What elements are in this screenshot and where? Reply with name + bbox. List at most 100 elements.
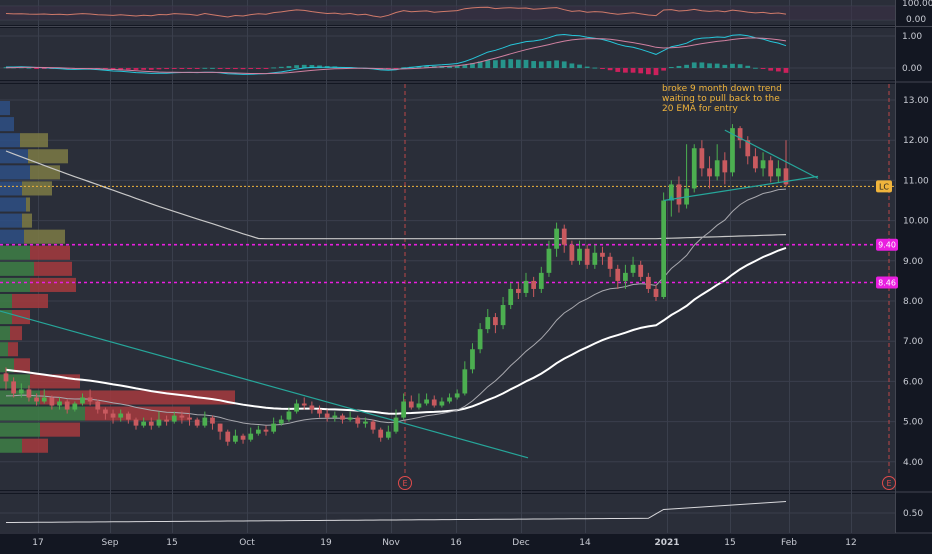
earnings-marker-label: E xyxy=(402,479,407,488)
volume-profile-bar xyxy=(0,277,30,292)
candle-body xyxy=(49,397,55,406)
macd-histogram-bar xyxy=(393,68,399,69)
level-badge xyxy=(876,276,898,289)
candle-body xyxy=(370,421,376,430)
candle-body xyxy=(508,288,514,306)
price-tick-label: 12.00 xyxy=(903,136,929,146)
candle-body xyxy=(340,415,345,420)
time-axis-label: Nov xyxy=(382,538,400,548)
macd-histogram-bar xyxy=(760,68,766,69)
earnings-marker[interactable]: E xyxy=(398,476,412,490)
candle-body xyxy=(447,397,452,402)
candle-body xyxy=(80,397,85,404)
candle-body xyxy=(416,403,422,408)
rsi-line xyxy=(5,6,787,18)
candle-body xyxy=(630,264,636,273)
macd-histogram-bar xyxy=(278,66,284,68)
macd-histogram-bar xyxy=(676,65,682,68)
time-axis-label: 17 xyxy=(32,538,43,548)
time-axis-label: 2021 xyxy=(654,538,679,548)
candle-body xyxy=(11,381,17,394)
macd-histogram-bar xyxy=(133,68,139,70)
candle-body xyxy=(707,168,712,177)
macd-histogram-bar xyxy=(714,63,720,68)
macd-histogram-bar xyxy=(707,63,712,68)
macd-histogram-bar xyxy=(753,67,758,69)
macd-histogram-bar xyxy=(523,59,529,68)
level-badge-label: LC xyxy=(879,182,889,191)
candle-body xyxy=(87,397,93,402)
macd-histogram-bar xyxy=(561,61,567,68)
price-tick-label: 6.00 xyxy=(903,377,923,387)
indicator-tick: 0.50 xyxy=(903,509,923,519)
candle-body xyxy=(661,200,667,297)
macd-histogram-bar xyxy=(164,68,169,70)
candle-body xyxy=(607,256,613,269)
candle-body xyxy=(668,184,674,201)
candle-body xyxy=(271,423,277,432)
candle-body xyxy=(263,429,269,432)
candle-body xyxy=(753,156,758,169)
candle-body xyxy=(156,419,162,426)
macd-histogram-bar xyxy=(638,68,644,74)
macd-histogram-bar xyxy=(294,65,299,68)
candle-body xyxy=(309,405,315,410)
volume-profile-bar xyxy=(0,197,26,212)
candle-body xyxy=(355,417,361,424)
macd-histogram-bar xyxy=(263,68,269,69)
macd-histogram-bar xyxy=(691,62,697,68)
candle-body xyxy=(378,429,384,438)
candle-body xyxy=(385,431,391,438)
time-axis-label: 19 xyxy=(320,538,332,548)
time-axis-label: 14 xyxy=(579,538,591,548)
candle-body xyxy=(615,268,621,281)
volume-profile-bar xyxy=(0,342,8,357)
level-badge-label: 8.46 xyxy=(878,279,896,288)
macd-histogram-bar xyxy=(187,68,192,69)
volume-profile-bar xyxy=(0,293,12,309)
candle-body xyxy=(691,148,697,189)
triangle-arrow-marker xyxy=(668,195,675,201)
time-axis-label: Dec xyxy=(512,538,529,548)
candle-body xyxy=(623,272,628,281)
time-axis-label: Feb xyxy=(781,538,797,548)
candle-body xyxy=(554,228,559,249)
price-axis-ticks: 13.00 12.00 11.00 10.00 9.00 8.00 7.00 6.00 5.00… xyxy=(903,96,929,468)
macd-histogram-bar xyxy=(301,64,307,68)
candle-body xyxy=(477,329,483,350)
macd-histogram-bar xyxy=(110,68,116,70)
candle-body xyxy=(592,252,598,265)
macd-histogram-bar xyxy=(623,68,628,73)
candle-body xyxy=(561,228,567,245)
volume-profile-bar xyxy=(22,213,32,228)
earnings-marker[interactable]: E xyxy=(882,476,896,490)
volume-profile-bar xyxy=(0,101,10,116)
time-axis-label: 15 xyxy=(724,538,735,548)
candle-body xyxy=(118,413,124,418)
candle-body xyxy=(600,252,605,257)
macd-histogram-bar xyxy=(783,68,789,73)
macd-histogram-bar xyxy=(722,64,728,68)
price-tick-label: 11.00 xyxy=(903,176,929,186)
macd-histogram-bar xyxy=(156,68,162,70)
candle-body xyxy=(255,429,261,434)
candle-body xyxy=(408,401,414,408)
macd-histogram-bar xyxy=(485,60,491,68)
macd-histogram-bar xyxy=(668,66,674,68)
macd-histogram-bar xyxy=(125,68,131,70)
macd-histogram-bar xyxy=(217,68,223,69)
candle-body xyxy=(439,401,445,406)
macd-histogram-bar xyxy=(515,59,521,68)
candle-body xyxy=(110,413,116,418)
candle-body xyxy=(95,401,101,410)
volume-profile-bar xyxy=(0,149,28,164)
candle-body xyxy=(431,399,437,406)
volume-profile-bar xyxy=(0,245,30,260)
macd-histogram-bar xyxy=(171,68,177,69)
price-tick-label: 13.00 xyxy=(903,96,929,106)
macd-histogram-bar xyxy=(424,65,429,68)
candle-body xyxy=(34,397,39,402)
level-badges: LC 9.40 8.46 xyxy=(876,180,898,289)
candle-body xyxy=(301,403,307,406)
